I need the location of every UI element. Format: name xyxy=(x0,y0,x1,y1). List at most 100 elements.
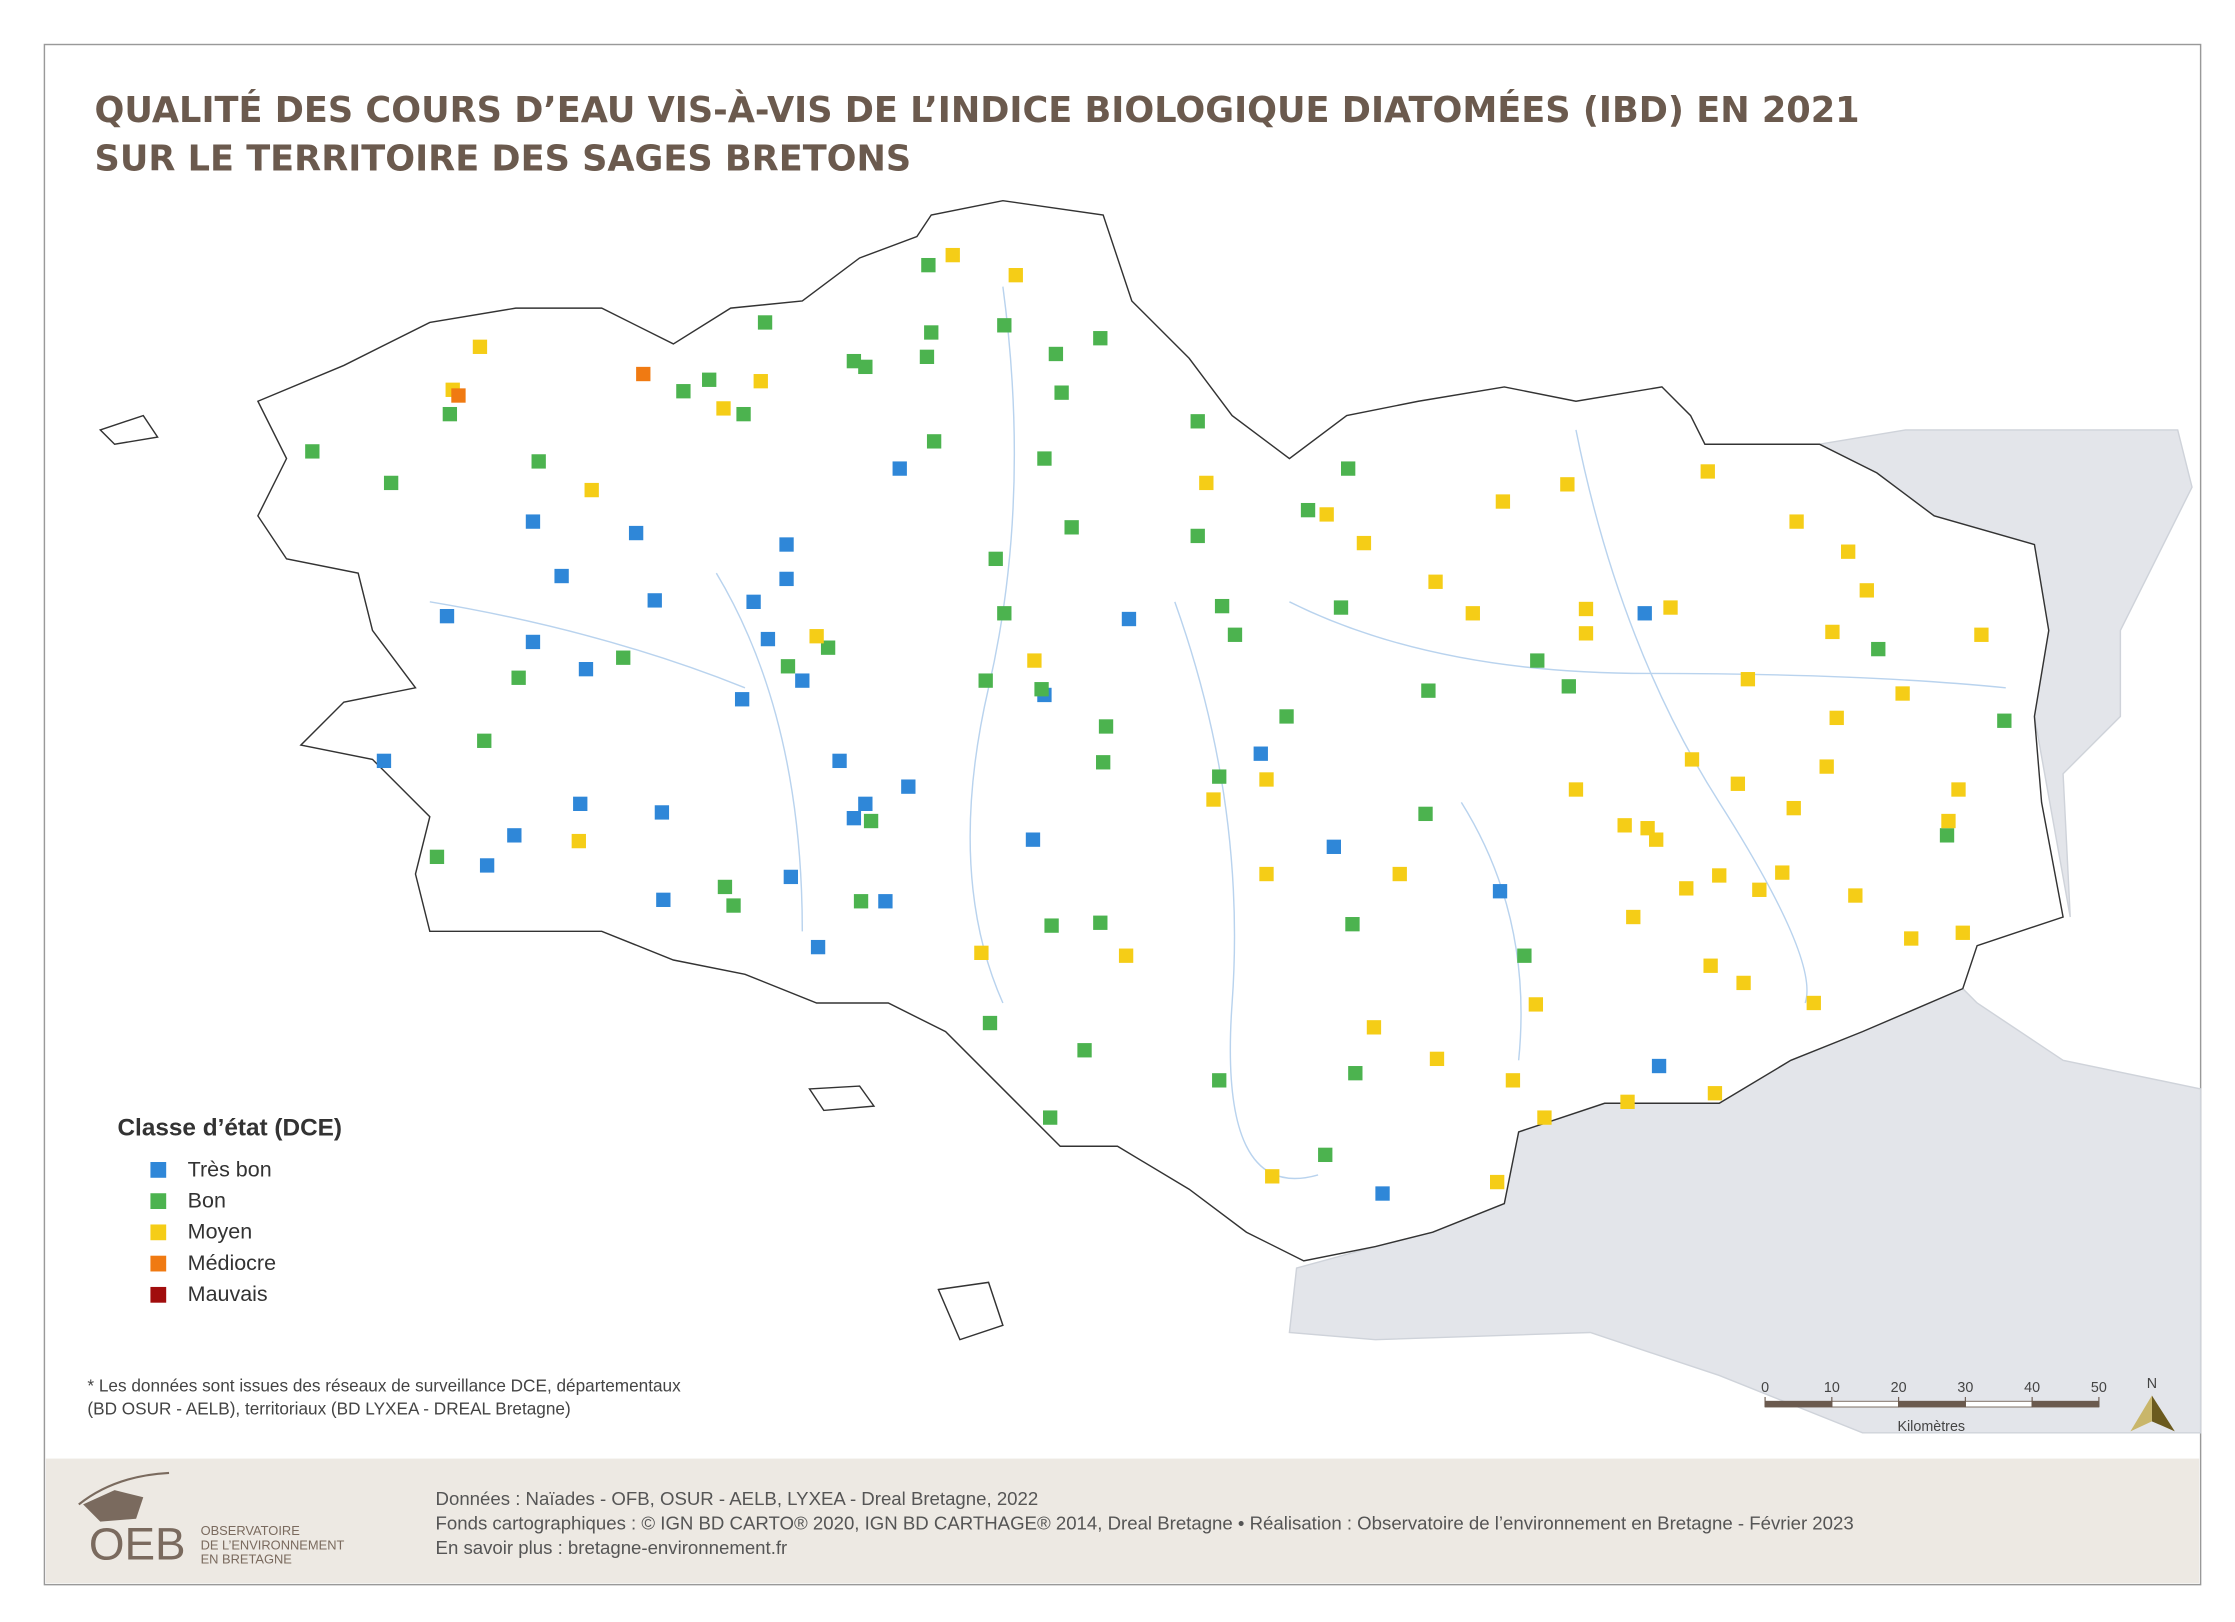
station xyxy=(531,454,546,469)
station xyxy=(1736,975,1751,991)
station xyxy=(1841,544,1856,559)
station xyxy=(760,631,776,647)
station xyxy=(1825,624,1840,640)
station xyxy=(809,629,824,644)
scale-segment xyxy=(1831,1400,1900,1408)
station xyxy=(1848,888,1863,903)
station xyxy=(858,359,873,375)
station xyxy=(1421,683,1436,698)
station xyxy=(1951,782,1966,797)
station xyxy=(1429,1051,1445,1067)
station xyxy=(780,659,796,674)
station xyxy=(1740,672,1756,687)
station xyxy=(429,849,445,865)
station xyxy=(846,353,862,369)
station xyxy=(1560,477,1575,492)
station xyxy=(1620,1094,1635,1109)
station xyxy=(1789,514,1804,529)
station xyxy=(1098,719,1114,734)
station xyxy=(717,879,733,895)
station xyxy=(1259,866,1274,882)
station xyxy=(1626,909,1641,925)
station xyxy=(926,434,942,449)
station xyxy=(1345,917,1360,932)
footnote: * Les données sont issues des réseaux de… xyxy=(87,1375,681,1395)
station xyxy=(858,796,873,811)
station xyxy=(1492,884,1508,899)
station xyxy=(783,869,799,885)
scale-segment xyxy=(1764,1400,1833,1408)
station xyxy=(1227,627,1243,642)
legend-swatch xyxy=(150,1286,167,1303)
station xyxy=(1495,494,1511,509)
station xyxy=(1517,948,1532,963)
station xyxy=(383,475,399,491)
station xyxy=(1034,682,1049,697)
rivers xyxy=(429,286,2006,1180)
station xyxy=(1578,626,1594,641)
station xyxy=(1730,776,1746,791)
station xyxy=(726,898,741,913)
station xyxy=(1640,821,1655,836)
station xyxy=(779,537,794,552)
station xyxy=(571,833,586,849)
scale-segment xyxy=(1964,1400,2033,1408)
station xyxy=(716,401,731,416)
station xyxy=(878,894,893,909)
station xyxy=(892,461,907,476)
station xyxy=(974,945,989,960)
station xyxy=(1025,832,1041,847)
station xyxy=(1077,1043,1092,1058)
station xyxy=(753,374,768,389)
station xyxy=(945,247,960,263)
station xyxy=(1679,881,1694,896)
station xyxy=(1617,818,1632,833)
station xyxy=(1528,997,1544,1012)
station xyxy=(997,318,1012,333)
station xyxy=(810,939,826,955)
station xyxy=(1700,464,1715,479)
station xyxy=(1904,931,1919,946)
station xyxy=(1048,346,1064,362)
station xyxy=(1649,832,1664,847)
station xyxy=(1651,1058,1667,1074)
station xyxy=(1214,598,1230,614)
station xyxy=(477,733,492,748)
station xyxy=(924,325,939,340)
station xyxy=(1366,1020,1382,1035)
station xyxy=(1663,600,1678,615)
station xyxy=(846,811,862,826)
station xyxy=(1118,948,1134,963)
legend-swatch xyxy=(150,1255,167,1272)
station xyxy=(1044,918,1059,933)
scale-label: 50 xyxy=(2091,1380,2107,1396)
station xyxy=(1806,995,1821,1011)
station xyxy=(1043,1110,1058,1125)
station xyxy=(1465,606,1480,621)
scale-label: 40 xyxy=(2024,1380,2040,1396)
credit-line: Fonds cartographiques : © IGN BD CARTO® … xyxy=(436,1512,1854,1533)
station xyxy=(439,608,455,624)
station xyxy=(1259,772,1274,787)
station xyxy=(636,366,651,382)
station xyxy=(1955,925,1970,940)
station xyxy=(978,673,993,688)
station xyxy=(1300,502,1316,518)
station xyxy=(1093,331,1108,346)
legend-label: Très bon xyxy=(188,1157,272,1181)
station xyxy=(656,892,671,907)
station xyxy=(1537,1110,1552,1125)
station xyxy=(1054,385,1069,400)
scale-label: 20 xyxy=(1891,1380,1907,1396)
station xyxy=(1428,574,1443,589)
station xyxy=(702,372,717,387)
station xyxy=(1752,882,1767,897)
station xyxy=(676,384,691,399)
station xyxy=(1775,865,1790,880)
station xyxy=(1326,839,1341,854)
scale-segment xyxy=(2031,1400,2100,1408)
station xyxy=(1199,475,1214,491)
legend-swatch xyxy=(150,1224,167,1241)
station xyxy=(901,779,916,794)
